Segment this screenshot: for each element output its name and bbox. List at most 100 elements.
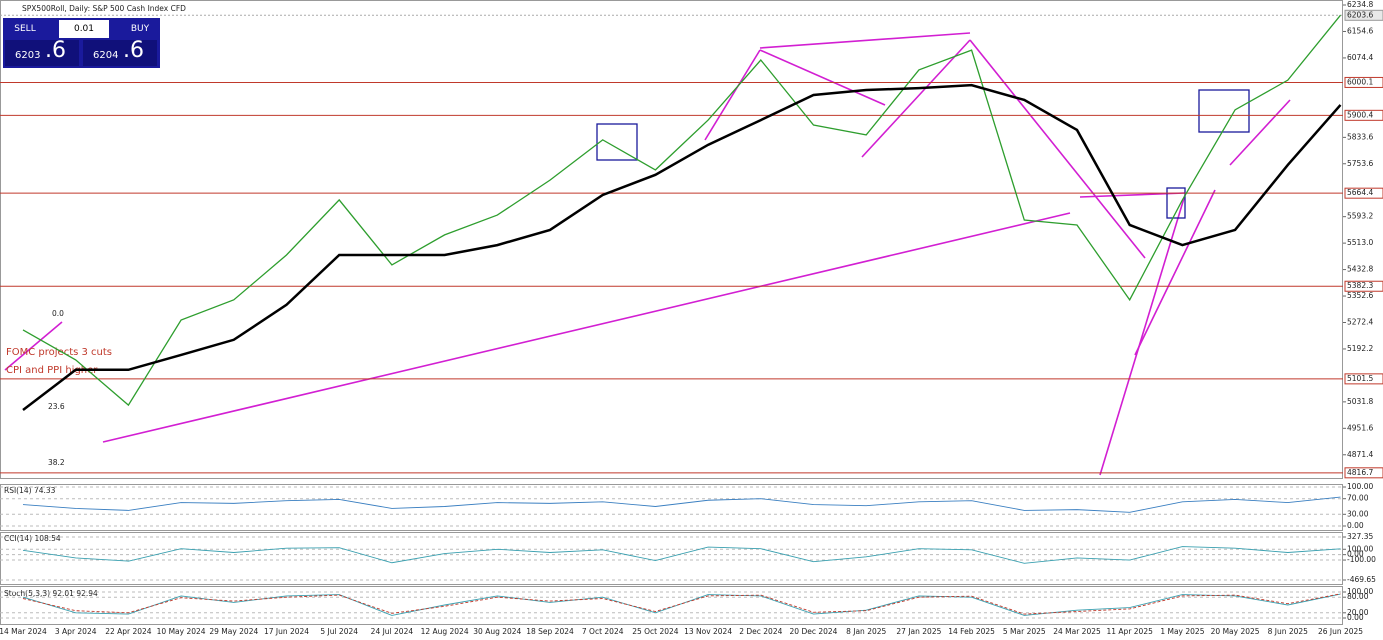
chart-title: SPX500Roll, Daily: S&P 500 Cash Index CF…	[22, 4, 186, 13]
x-tick-label: 25 Oct 2024	[632, 627, 679, 636]
y-tick-label: 5432.8	[1347, 265, 1373, 274]
series-line	[22, 546, 1341, 564]
x-tick-label: 10 May 2024	[157, 627, 206, 636]
y-tick-label: 5753.6	[1347, 159, 1373, 168]
plot-frame	[0, 0, 1343, 479]
x-tick-label: 1 May 2025	[1160, 627, 1204, 636]
series-line	[22, 14, 1342, 407]
y-tick-label: 5272.4	[1347, 317, 1373, 326]
y-tick-label: 5593.2	[1347, 212, 1373, 221]
fib-label: 0.0	[52, 309, 64, 318]
level-label: 5900.4	[1347, 110, 1373, 119]
sell-price[interactable]: 6203 .6	[5, 38, 79, 66]
y-tick-label: 30.00	[1347, 509, 1369, 518]
x-tick-label: 22 Apr 2024	[105, 627, 152, 636]
y-tick-label: 5513.0	[1347, 238, 1373, 247]
level-label: 5664.4	[1347, 188, 1373, 197]
y-tick-label: 5352.6	[1347, 291, 1373, 300]
x-tick-label: 24 Jul 2024	[371, 627, 414, 636]
level-box	[1344, 467, 1383, 479]
x-tick-label: 12 Aug 2024	[421, 627, 469, 636]
buy-price[interactable]: 6204 .6	[83, 38, 157, 66]
series-line	[22, 593, 1341, 616]
y-tick-label: 327.35	[1347, 532, 1373, 541]
y-tick-label: 100.00	[1347, 544, 1373, 553]
x-tick-label: 29 May 2024	[209, 627, 258, 636]
x-tick-label: 20 May 2025	[1211, 627, 1260, 636]
y-tick-label: 5031.8	[1347, 397, 1373, 406]
level-label: 4816.7	[1347, 468, 1373, 477]
series-line	[22, 496, 1341, 513]
y-tick-label: 100.00	[1347, 482, 1373, 491]
price: 6204	[93, 50, 119, 61]
x-tick-label: 13 Nov 2024	[684, 627, 732, 636]
panel-title: Stoch(5,3,3) 92.01 92.94	[4, 589, 98, 598]
y-tick-label: 4871.4	[1347, 450, 1373, 459]
price-frac: .6	[45, 38, 66, 63]
level-label: 5382.3	[1347, 281, 1373, 290]
y-tick-label: 6074.4	[1347, 53, 1373, 62]
y-tick-label: 80.00	[1347, 592, 1369, 601]
y-tick-label: 20.00	[1347, 608, 1369, 617]
panel-title: CCI(14) 108.54	[4, 534, 61, 543]
annotation: CPI and PPI higher	[6, 365, 98, 376]
x-tick-label: 11 Apr 2025	[1107, 627, 1154, 636]
sell-button[interactable]: SELL	[14, 24, 36, 34]
y-tick-label: 4951.6	[1347, 423, 1373, 432]
y-tick-label: -100.00	[1347, 555, 1376, 564]
level-box	[1344, 187, 1383, 199]
x-tick-label: 7 Oct 2024	[582, 627, 624, 636]
y-tick-label: 0.00	[1347, 550, 1364, 559]
level-box	[1344, 280, 1383, 292]
cci-frame	[0, 532, 1343, 585]
fib-label: 38.2	[48, 458, 65, 467]
y-tick-label: 100.00	[1347, 587, 1373, 596]
x-tick-label: 17 Jun 2024	[264, 627, 309, 636]
y-tick-label: -469.65	[1347, 575, 1376, 584]
level-label: 5101.5	[1347, 374, 1373, 383]
price-frac: .6	[123, 38, 144, 63]
price-box	[1344, 9, 1383, 21]
price: 6203	[15, 50, 41, 61]
y-tick-label: 6234.8	[1347, 0, 1373, 9]
x-tick-label: 8 Jan 2025	[846, 627, 886, 636]
trade-panel: SELL 0.01 BUY 6203 .6 6204 .6	[3, 18, 160, 68]
x-tick-label: 5 Jul 2024	[320, 627, 358, 636]
x-tick-label: 18 Sep 2024	[526, 627, 574, 636]
level-box	[1344, 76, 1383, 88]
level-box	[1344, 109, 1383, 121]
lot-input[interactable]: 0.01	[59, 20, 109, 38]
x-tick-label: 24 Mar 2025	[1053, 627, 1101, 636]
x-tick-label: 2 Dec 2024	[739, 627, 782, 636]
level-label: 6000.1	[1347, 77, 1373, 86]
panel-title: RSI(14) 74.33	[4, 486, 56, 495]
y-tick-label: 70.00	[1347, 494, 1369, 503]
rsi-frame	[0, 484, 1343, 531]
y-tick-label: 0.00	[1347, 521, 1364, 530]
x-tick-label: 14 Feb 2025	[948, 627, 995, 636]
fib-label: 23.6	[48, 402, 65, 411]
annotation: FOMC projects 3 cuts	[6, 347, 112, 358]
x-tick-label: 3 Apr 2024	[55, 627, 97, 636]
x-tick-label: 8 Jun 2025	[1268, 627, 1309, 636]
y-tick-label: 6154.6	[1347, 26, 1373, 35]
y-tick-label: 0.00	[1347, 613, 1364, 622]
series-line	[22, 83, 1342, 412]
current-price: 6203.6	[1347, 10, 1373, 19]
series-line	[22, 593, 1341, 615]
x-tick-label: 5 Mar 2025	[1003, 627, 1046, 636]
level-box	[1344, 373, 1383, 385]
x-tick-label: 27 Jan 2025	[896, 627, 941, 636]
y-tick-label: 5833.6	[1347, 132, 1373, 141]
y-tick-label: 5192.2	[1347, 344, 1373, 353]
stoch-frame	[0, 586, 1343, 625]
x-tick-label: 14 Mar 2024	[0, 627, 47, 636]
x-tick-label: 26 Jun 2025	[1318, 627, 1363, 636]
x-tick-label: 20 Dec 2024	[790, 627, 838, 636]
trend-lines	[4, 32, 1291, 476]
boxes	[596, 89, 1250, 219]
x-tick-label: 30 Aug 2024	[473, 627, 521, 636]
buy-button[interactable]: BUY	[130, 24, 150, 34]
